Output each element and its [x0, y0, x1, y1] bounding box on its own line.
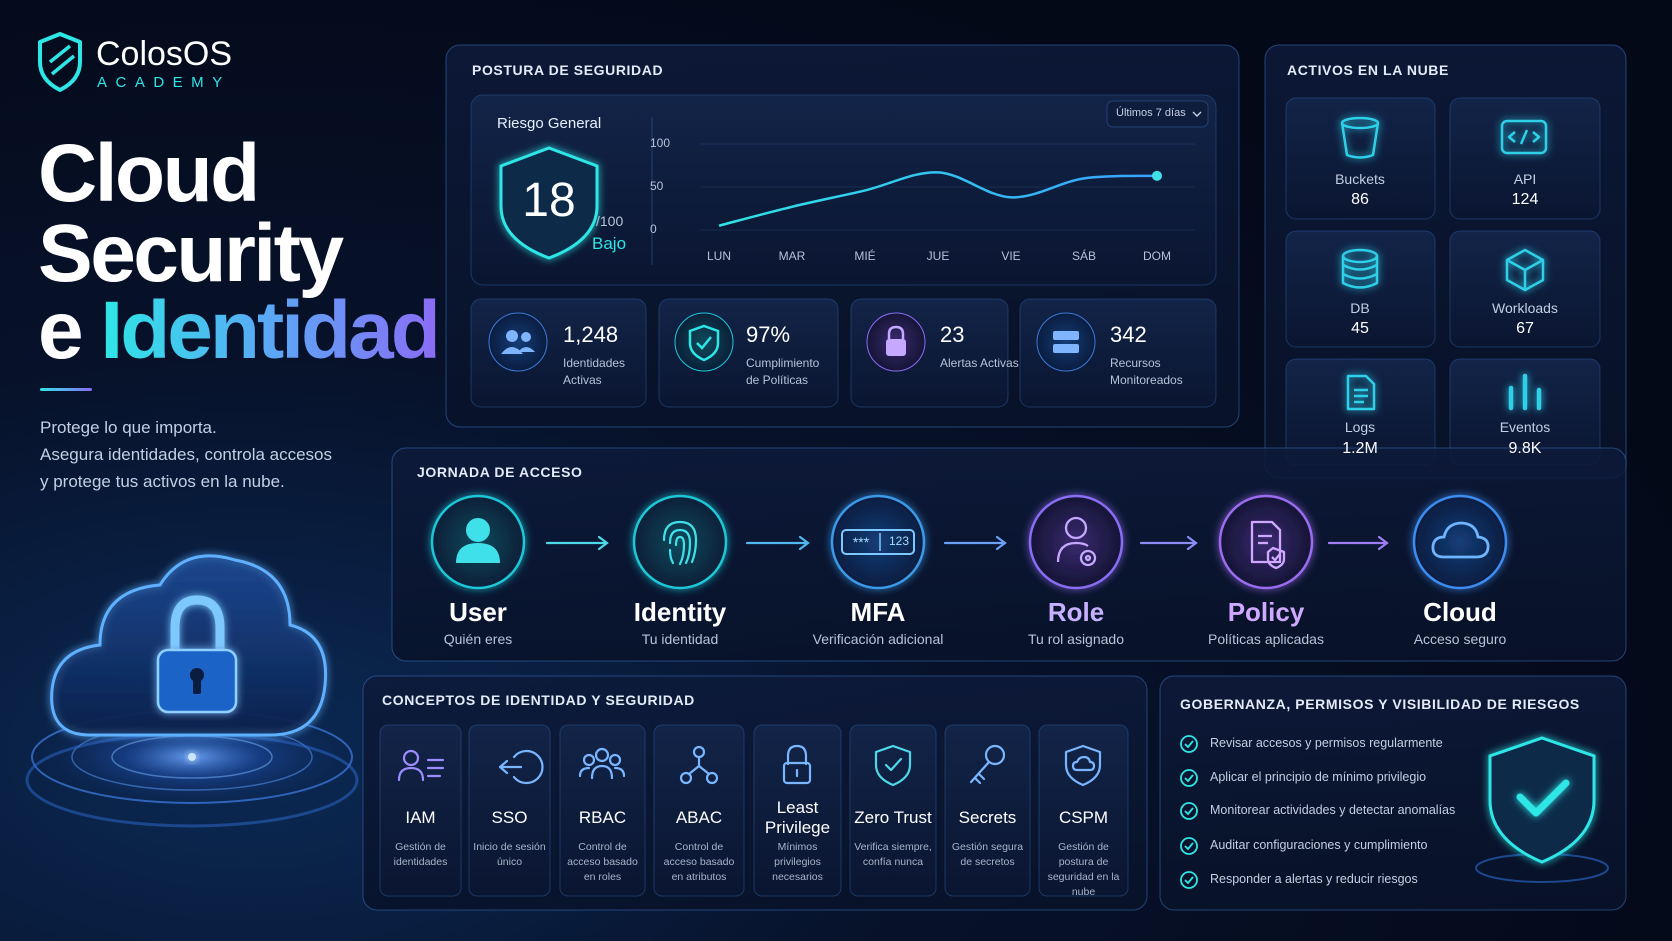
- x-tick-label: MIÉ: [854, 248, 875, 263]
- concept-name: Secrets: [958, 808, 1017, 827]
- stat-label: Recursos Monitoreados: [1110, 356, 1183, 387]
- risk-level: Bajo: [592, 234, 627, 253]
- asset-value: 1.2M: [1342, 440, 1378, 457]
- stat-value: 342: [1110, 322, 1147, 347]
- risk-chart: 0 50 100 LUN MAR MIÉ JUE VIE SÁB DOM: [650, 136, 1195, 263]
- step-desc: Tu identidad: [641, 631, 719, 647]
- stat-value: 1,248: [563, 322, 619, 347]
- svg-text:***: ***: [853, 534, 870, 550]
- asset-value: 67: [1516, 320, 1534, 337]
- step-name: Identity: [633, 597, 727, 627]
- x-tick-label: VIE: [1001, 249, 1020, 263]
- x-tick-label: SÁB: [1072, 248, 1096, 263]
- hero-connector: e: [38, 285, 84, 376]
- risk-label: Riesgo General: [497, 115, 602, 132]
- risk-score: 18: [522, 174, 576, 227]
- governance-item: Aplicar el principio de mínimo privilegi…: [1210, 770, 1427, 784]
- concept-name: CSPM: [1058, 808, 1109, 827]
- stat-value: 23: [940, 322, 965, 347]
- hero-description: Protege lo que importa.: [40, 418, 217, 437]
- hero-title: Cloud: [38, 128, 260, 219]
- brand-name: ColosOS: [96, 35, 233, 73]
- range-caret: [1192, 111, 1202, 117]
- panel-title: GOBERNANZA, PERMISOS Y VISIBILIDAD DE RI…: [1180, 696, 1580, 712]
- panel-title: JORNADA DE ACCESO: [417, 464, 583, 480]
- step-name: User: [449, 597, 507, 627]
- hero-title: Security: [38, 208, 344, 299]
- concept-name: Zero Trust: [854, 808, 932, 827]
- hero-title: e Identidad: [38, 289, 441, 373]
- concept-name: RBAC: [578, 808, 627, 827]
- concept-desc: Control de acceso basado en roles: [567, 841, 638, 883]
- step-name: Policy: [1227, 597, 1305, 627]
- concept-desc: Gestión de identidades: [393, 841, 448, 868]
- asset-name: Workloads: [1492, 300, 1558, 316]
- concept-name: IAM: [405, 808, 436, 827]
- brand-sub: ACADEMY: [97, 74, 231, 91]
- concept-desc: Verifica siempre, confía nunca: [854, 841, 932, 868]
- asset-name: Eventos: [1499, 419, 1551, 435]
- governance-item: Monitorear actividades y detectar anomal…: [1210, 803, 1456, 817]
- step-name: Cloud: [1423, 597, 1497, 627]
- concept-name: ABAC: [675, 808, 723, 827]
- step-name: MFA: [850, 597, 906, 627]
- step-name: Role: [1047, 597, 1105, 627]
- x-tick-label: MAR: [779, 249, 806, 263]
- mfa-code: 123: [888, 534, 910, 548]
- asset-name: API: [1513, 171, 1537, 187]
- step-desc: Acceso seguro: [1413, 631, 1507, 647]
- stat-label: Identidades Activas: [563, 356, 626, 387]
- panel-title: CONCEPTOS DE IDENTIDAD Y SEGURIDAD: [382, 692, 695, 708]
- step-desc: Quién eres: [443, 631, 513, 647]
- panel-title: POSTURA DE SEGURIDAD: [472, 62, 664, 78]
- concept-desc: Gestión segura de secretos: [951, 841, 1024, 868]
- concept-desc: Control de acceso basado en atributos: [663, 841, 735, 883]
- concept-desc: Inicio de sesión único: [473, 841, 546, 868]
- stat-label: Alertas Activas: [940, 356, 1019, 370]
- governance-item: Revisar accesos y permisos regularmente: [1210, 736, 1443, 750]
- last-point: [1152, 170, 1162, 181]
- governance-item: Responder a alertas y reducir riesgos: [1210, 872, 1418, 886]
- asset-value: 124: [1511, 191, 1539, 208]
- concept-desc: Mínimos privilegios necesarios: [772, 841, 823, 883]
- step-desc: Verificación adicional: [812, 631, 944, 647]
- hero-highlight: Identidad: [100, 285, 440, 376]
- x-tick-label: LUN: [707, 249, 731, 263]
- stat-value: 97%: [746, 322, 791, 347]
- risk-line: [718, 171, 1158, 227]
- step-desc: Políticas aplicadas: [1208, 631, 1324, 647]
- step-desc: Tu rol asignado: [1028, 631, 1124, 647]
- governance-item: Auditar configuraciones y cumplimiento: [1210, 838, 1428, 852]
- concept-name: SSO: [491, 808, 528, 827]
- concept-desc: Gestión de postura de seguridad en la nu…: [1047, 841, 1120, 898]
- y-tick-label: 50: [650, 179, 664, 193]
- risk-max: /100: [596, 213, 624, 229]
- concept-name: Least Privilege: [764, 798, 831, 837]
- asset-name: Logs: [1344, 419, 1376, 435]
- asset-name: DB: [1350, 300, 1370, 316]
- x-tick-label: DOM: [1143, 249, 1171, 263]
- asset-value: 9.8K: [1508, 440, 1542, 457]
- asset-value: 86: [1351, 191, 1369, 208]
- asset-value: 45: [1351, 320, 1369, 337]
- y-tick-label: 100: [650, 136, 670, 150]
- panel-title: ACTIVOS EN LA NUBE: [1287, 62, 1449, 78]
- hero-description: y protege tus activos en la nube.: [40, 472, 285, 491]
- asset-name: Buckets: [1335, 171, 1385, 187]
- y-tick-label: 0: [650, 222, 657, 236]
- stat-label: Cumplimiento de Políticas: [746, 356, 820, 387]
- hero-description: Asegura identidades, controla accesos: [40, 445, 333, 464]
- range-select[interactable]: Últimos 7 días: [1116, 107, 1186, 119]
- x-tick-label: JUE: [927, 249, 950, 263]
